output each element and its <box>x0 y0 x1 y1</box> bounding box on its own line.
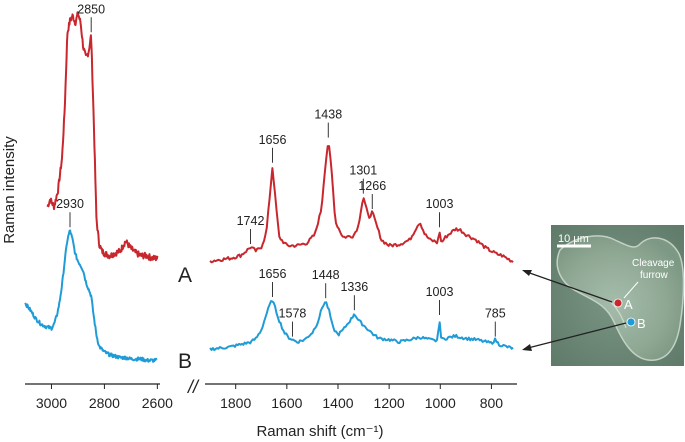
peak-label-b: 1336 <box>340 280 368 294</box>
point-a-label: A <box>624 297 633 312</box>
pointer-arrows <box>522 270 627 351</box>
right-tick-label: 1200 <box>374 395 405 411</box>
x-axis-title: Raman shift (cm⁻¹) <box>256 423 383 440</box>
arrow-a-head-left <box>522 270 532 276</box>
left-tick-label: 2600 <box>142 395 173 411</box>
peak-label-b: 2930 <box>56 197 84 211</box>
left-tick-label: 2800 <box>89 395 120 411</box>
peak-label-a: 1003 <box>426 197 454 211</box>
arrow-a <box>523 270 613 303</box>
peak-label-a: 1742 <box>237 214 265 228</box>
peak-label-b: 1448 <box>312 268 340 282</box>
peak-label-b: 1003 <box>426 285 454 299</box>
spectrum-a-high <box>46 11 159 262</box>
cell-micrograph-inset: 10 μm Cleavage furrow A B <box>551 225 685 366</box>
spectrum-a-fingerprint <box>209 145 514 264</box>
peak-label-b: 1656 <box>259 267 287 281</box>
cleavage-pointer <box>623 281 639 299</box>
right-tick-label: 1600 <box>271 395 302 411</box>
left-tick-label: 3000 <box>36 395 67 411</box>
peak-label-a: 1438 <box>314 108 342 122</box>
arrow-b-head-left <box>522 344 532 351</box>
series-label-b: B <box>178 350 192 373</box>
point-b-label: B <box>637 316 646 331</box>
spectra <box>24 11 514 363</box>
cell-body <box>556 235 685 361</box>
point-a-marker <box>613 298 623 308</box>
cleavage-label-line2: furrow <box>640 270 669 281</box>
peak-label-a: 2850 <box>77 2 105 16</box>
peak-label-a: 1266 <box>358 179 386 193</box>
scale-bar-label: 10 μm <box>558 233 589 245</box>
spectrum-b-fingerprint <box>209 300 514 352</box>
y-axis-title: Raman intensity <box>1 136 18 244</box>
right-tick-label: 1400 <box>322 395 353 411</box>
peak-label-b: 785 <box>485 307 506 321</box>
spectrum-b-high <box>24 229 158 363</box>
right-tick-label: 1800 <box>220 395 251 411</box>
right-tick-label: 1000 <box>425 395 456 411</box>
x-axes: 3000 2800 2600 1800 1600 1400 1200 1000 800 <box>25 383 517 411</box>
axis-break-symbol: // <box>186 377 200 397</box>
arrow-b <box>523 322 627 350</box>
cleavage-label-line1: Cleavage <box>632 258 675 269</box>
point-b-marker <box>626 317 636 327</box>
peak-label-a: 1301 <box>349 164 377 178</box>
right-tick-label: 800 <box>480 395 504 411</box>
series-label-a: A <box>178 264 192 287</box>
peak-label-a: 1656 <box>259 133 287 147</box>
peak-label-b: 1578 <box>279 307 307 321</box>
